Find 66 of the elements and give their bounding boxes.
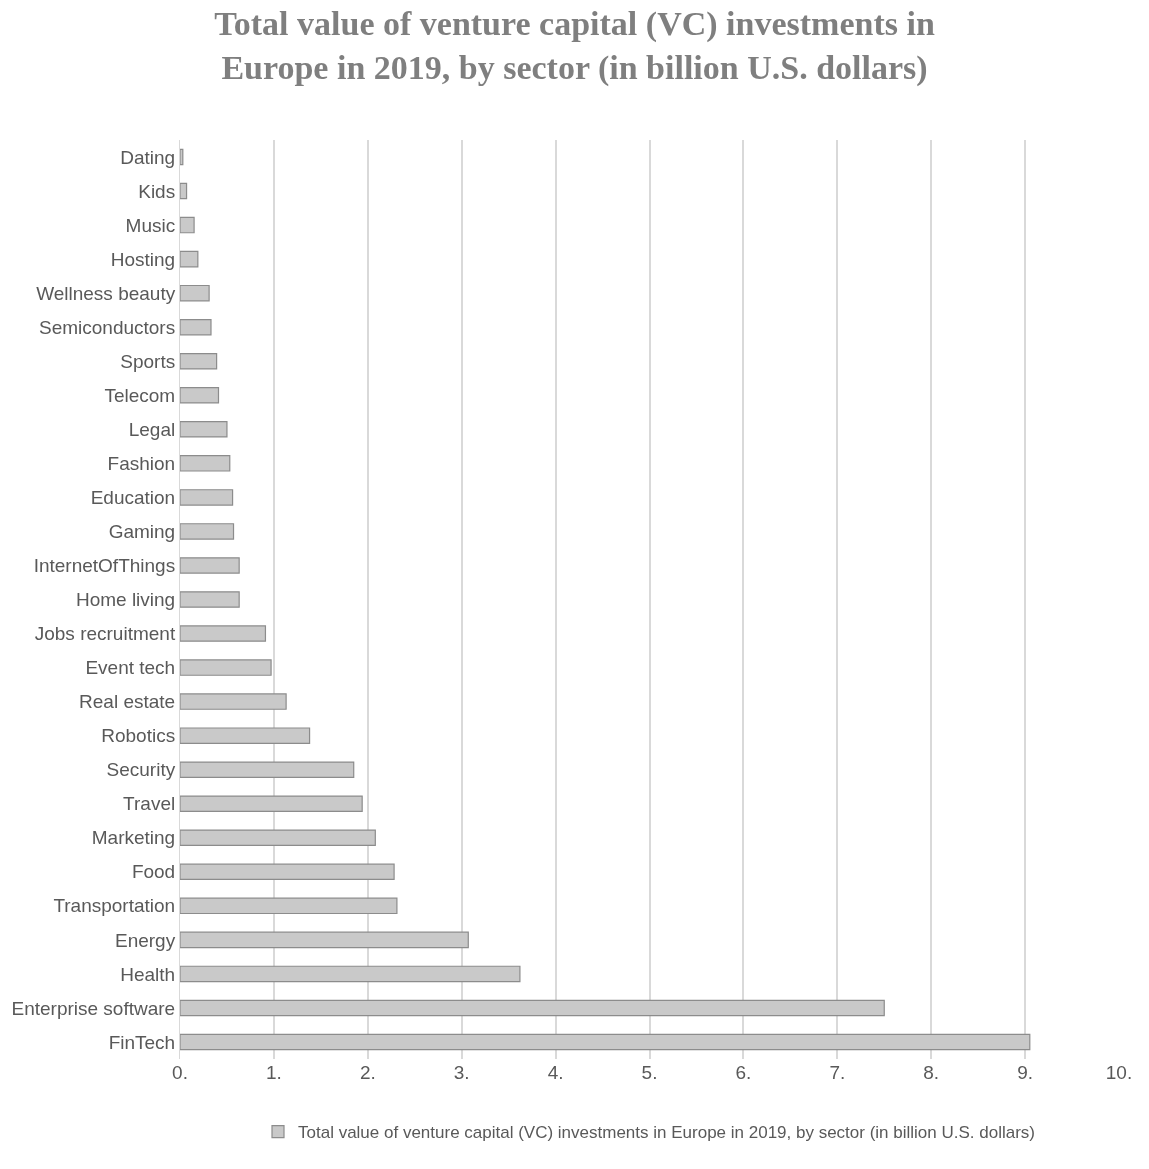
y-tick-label: Energy (115, 929, 176, 951)
x-tick-label: 9. (1017, 1062, 1034, 1083)
y-tick-label: Hosting (110, 248, 176, 270)
y-tick-label: Marketing (91, 827, 176, 849)
bar (180, 284, 210, 302)
bar (180, 965, 521, 983)
y-tick-label: Fashion (107, 453, 176, 474)
bar (180, 182, 188, 200)
bar (180, 318, 212, 336)
x-tick-label: 4. (547, 1062, 564, 1083)
bar (180, 387, 220, 404)
y-tick-label: Sports (120, 350, 176, 372)
x-tick-label: 7. (829, 1062, 846, 1083)
y-tick-label: Real estate (79, 691, 176, 713)
bar (180, 216, 195, 234)
bar (180, 591, 240, 608)
bar (180, 829, 376, 847)
y-tick-label: Transportation (53, 895, 176, 917)
x-tick-label: 6. (735, 1062, 752, 1083)
y-tick-label: Semiconductors (38, 316, 176, 338)
y-tick-label: InternetOfThings (33, 555, 176, 577)
y-tick-label: Event tech (85, 657, 176, 679)
bar (180, 897, 398, 915)
y-tick-label: Music (125, 214, 176, 236)
chart-title: Total value of venture capital (VC) investments in Europe in 2019, by sector (in billion U.S. dollars) (214, 5, 935, 88)
y-tick-label: Telecom (104, 384, 176, 406)
y-tick-label: Jobs recruitment (34, 623, 176, 645)
y-tick-label: Dating (120, 146, 176, 168)
bar (180, 795, 363, 812)
bar (180, 659, 272, 676)
bar (180, 557, 240, 574)
y-tick-label: Kids (138, 180, 176, 202)
bar (180, 352, 218, 370)
bar (180, 489, 234, 506)
y-tick-label: Wellness beauty (36, 282, 176, 304)
y-tick-label: Gaming (108, 521, 176, 543)
bar (180, 761, 355, 778)
y-tick-label: Home living (75, 589, 176, 611)
legend-label: Total value of venture capital (VC) investments in Europe in 2019, by sector (in billion U.S. dollars) (298, 1123, 1036, 1143)
x-tick-label: 2. (359, 1062, 376, 1083)
bar (180, 625, 267, 642)
bar (180, 863, 395, 881)
y-tick-label: Legal (128, 418, 176, 440)
x-tick-label: 1. (265, 1062, 282, 1083)
bar (180, 421, 228, 438)
bar (180, 693, 287, 710)
x-tick-label: 8. (923, 1062, 940, 1083)
bar (180, 727, 311, 744)
y-tick-label: Education (90, 487, 176, 509)
bar (180, 250, 199, 268)
x-tick-label: 5. (641, 1062, 658, 1083)
y-tick-label: Health (120, 963, 176, 985)
y-tick-label: Food (131, 861, 176, 883)
bar (180, 931, 469, 949)
bar (180, 455, 231, 472)
x-tick-label: 0. (172, 1062, 188, 1083)
x-tick-label: 3. (453, 1062, 470, 1083)
y-tick-label: Travel (123, 793, 176, 815)
x-tick-label: 10. (1105, 1062, 1133, 1083)
y-tick-label: Enterprise software (11, 997, 176, 1019)
bar (180, 999, 885, 1017)
y-tick-label: Robotics (101, 725, 176, 747)
y-tick-label: FinTech (108, 1031, 176, 1053)
y-tick-label: Security (106, 759, 176, 781)
bar (180, 523, 235, 540)
bar (180, 1033, 1031, 1051)
